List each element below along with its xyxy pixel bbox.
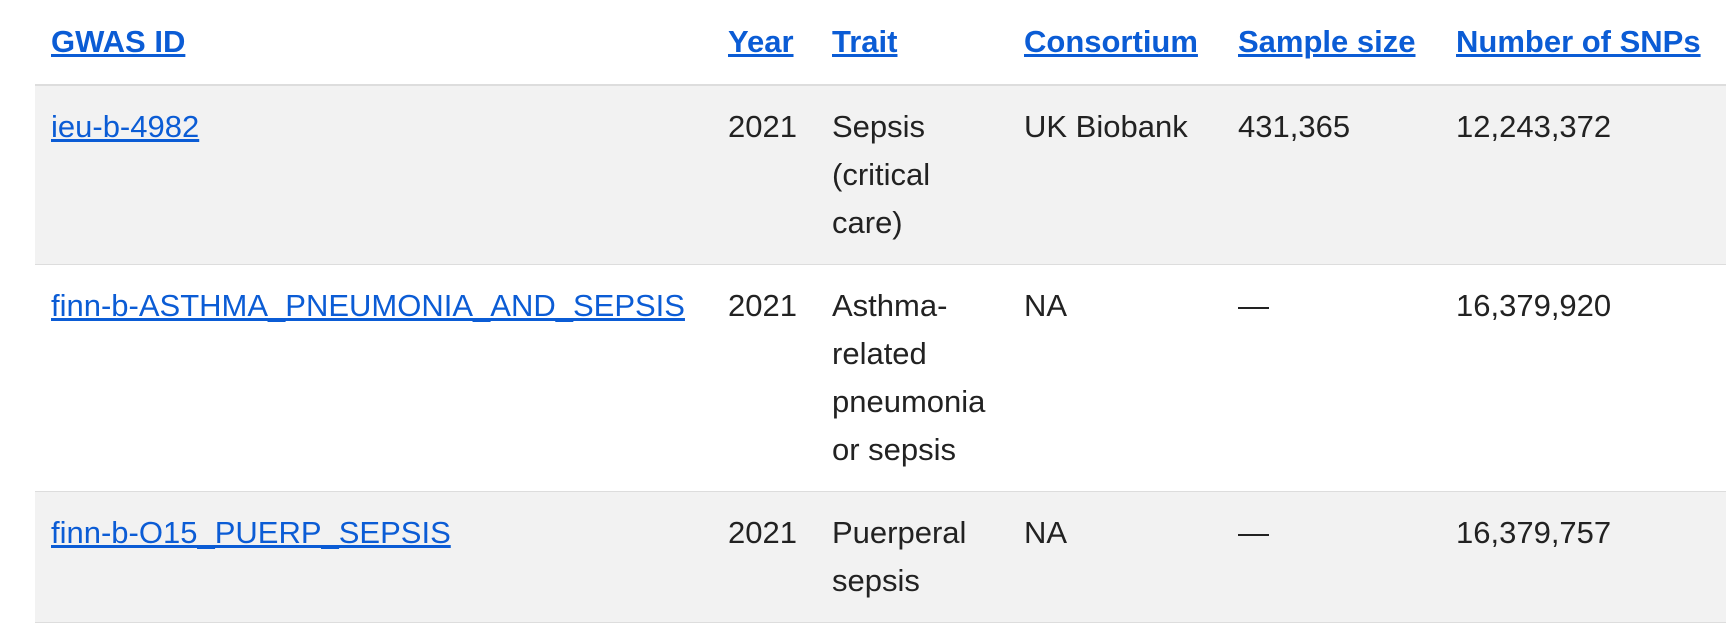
sort-link[interactable]: Trait (832, 24, 898, 59)
cell: ieu-b-4982 (35, 85, 712, 265)
gwas-id-link[interactable]: finn-b-O15_PUERP_SEPSIS (51, 515, 451, 550)
gwas-id-link[interactable]: ieu-b-4982 (51, 109, 200, 144)
cell: Puerperal sepsis (816, 491, 1008, 623)
sort-link[interactable]: GWAS ID (51, 24, 186, 59)
cell: 2021 (712, 85, 816, 265)
column-header: Sample size (1222, 0, 1440, 86)
cell: 16,379,920 (1440, 264, 1726, 492)
cell: finn-b-O15_PUERP_SEPSIS (35, 491, 712, 623)
cell: Sepsis (critical care) (816, 85, 1008, 265)
cell: NA (1008, 264, 1222, 492)
table-row: finn-b-ASTHMA_PNEUMONIA_AND_SEPSIS 2021 As… (35, 264, 1726, 492)
column-header: Trait (816, 0, 1008, 86)
gwas-table: GWAS ID Year Trait Consortium Sample size Num… (35, 0, 1726, 623)
cell: UK Biobank (1008, 85, 1222, 265)
table-row: ieu-b-4982 2021 Sepsis (critical care) UK B… (35, 85, 1726, 265)
column-header: Consortium (1008, 0, 1222, 86)
cell: Asthma-related pneumonia or sepsis (816, 264, 1008, 492)
cell: finn-b-ASTHMA_PNEUMONIA_AND_SEPSIS (35, 264, 712, 492)
cell: — (1222, 264, 1440, 492)
table-row: finn-b-O15_PUERP_SEPSIS 2021 Puerperal sep… (35, 491, 1726, 623)
header-row: GWAS ID Year Trait Consortium Sample size Num… (35, 0, 1726, 86)
cell: 16,379,757 (1440, 491, 1726, 623)
sort-link[interactable]: Number of SNPs (1456, 24, 1701, 59)
column-header: GWAS ID (35, 0, 712, 86)
sort-link[interactable]: Consortium (1024, 24, 1198, 59)
table-body: ieu-b-4982 2021 Sepsis (critical care) UK B… (35, 85, 1726, 623)
sort-link[interactable]: Sample size (1238, 24, 1416, 59)
cell: 12,243,372 (1440, 85, 1726, 265)
sort-link[interactable]: Year (728, 24, 794, 59)
column-header: Number of SNPs (1440, 0, 1726, 86)
table-header: GWAS ID Year Trait Consortium Sample size Num… (35, 0, 1726, 86)
cell: 2021 (712, 264, 816, 492)
cell: NA (1008, 491, 1222, 623)
cell: 2021 (712, 491, 816, 623)
cell: — (1222, 491, 1440, 623)
page: GWAS ID Year Trait Consortium Sample size Num… (35, 0, 1726, 623)
column-header: Year (712, 0, 816, 86)
cell: 431,365 (1222, 85, 1440, 265)
gwas-id-link[interactable]: finn-b-ASTHMA_PNEUMONIA_AND_SEPSIS (51, 288, 685, 323)
